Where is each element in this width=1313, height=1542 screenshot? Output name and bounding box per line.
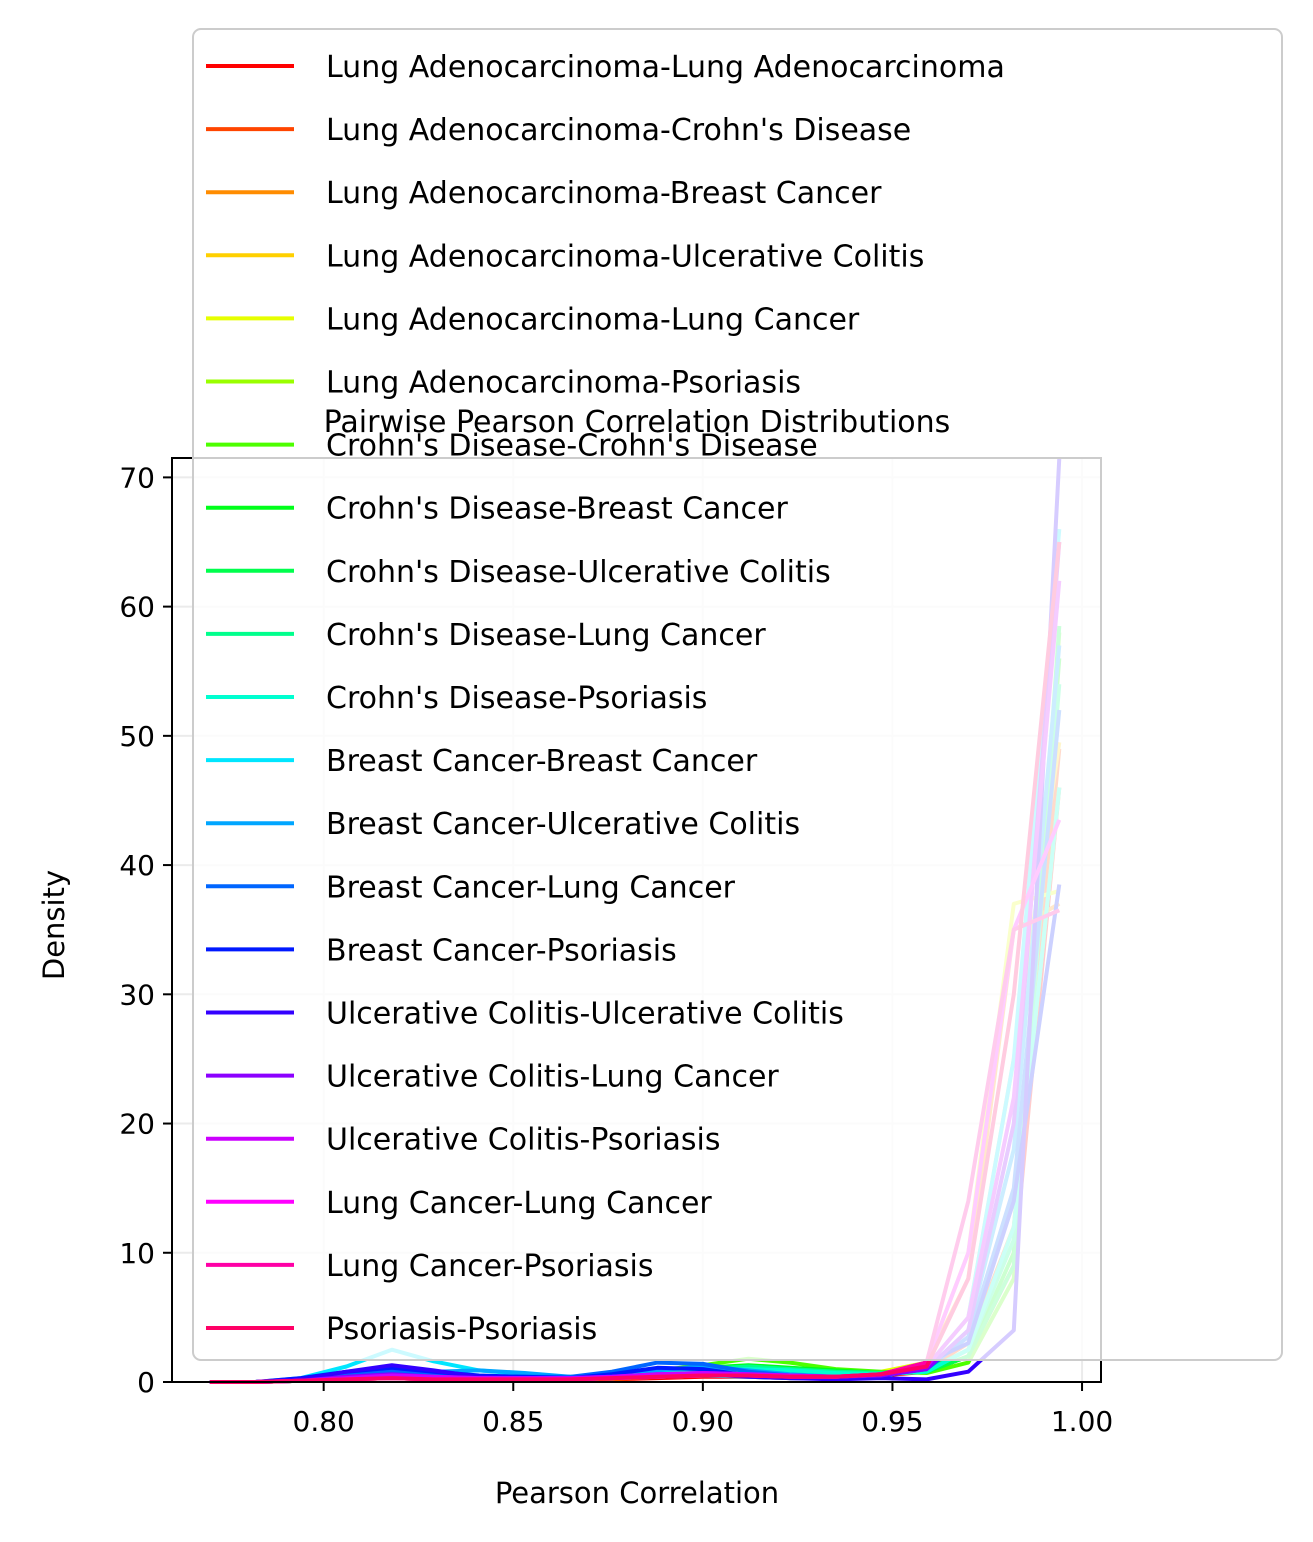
x-tick-label: 0.90 [672, 1405, 734, 1438]
legend-label: Crohn's Disease-Breast Cancer [326, 492, 788, 527]
legend-label: Crohn's Disease-Crohn's Disease [326, 429, 818, 464]
legend-label: Breast Cancer-Lung Cancer [326, 870, 736, 905]
legend-label: Lung Adenocarcinoma-Breast Cancer [326, 176, 882, 211]
legend-label: Breast Cancer-Psoriasis [326, 933, 677, 968]
x-tick-label: 0.85 [482, 1405, 544, 1438]
legend-label: Lung Adenocarcinoma-Psoriasis [326, 366, 801, 401]
chart-title: Pairwise Pearson Correlation Distributio… [324, 405, 951, 440]
legend-label: Breast Cancer-Ulcerative Colitis [326, 807, 800, 842]
y-tick-label: 0 [137, 1366, 155, 1399]
legend-label: Ulcerative Colitis-Psoriasis [326, 1123, 721, 1158]
legend-label: Lung Adenocarcinoma-Lung Adenocarcinoma [326, 50, 1005, 85]
series-lines [209, 457, 1062, 1384]
legend-label: Crohn's Disease-Psoriasis [326, 681, 707, 716]
legend-label: Crohn's Disease-Ulcerative Colitis [326, 555, 831, 590]
y-tick-label: 30 [119, 978, 155, 1011]
y-tick-label: 10 [119, 1237, 155, 1270]
series-line-20 [209, 541, 1062, 1384]
legend-label: Lung Cancer-Psoriasis [326, 1249, 654, 1284]
y-tick-label: 20 [119, 1108, 155, 1141]
y-tick-label: 40 [119, 849, 155, 882]
y-tick-label: 50 [119, 720, 155, 753]
legend: Lung Adenocarcinoma-Lung Adenocarcinoma L… [192, 28, 1283, 1361]
y-tick-label: 70 [119, 461, 155, 494]
axes: 0.80 0.85 0.90 0.95 1.00 0 10 20 30 40 50 60 70 [119, 457, 1113, 1438]
legend-label: Breast Cancer-Breast Cancer [326, 744, 758, 779]
y-tick-label: 60 [119, 591, 155, 624]
x-tick-label: 1.00 [1051, 1405, 1113, 1438]
legend-label: Lung Cancer-Lung Cancer [326, 1186, 712, 1221]
legend-label: Ulcerative Colitis-Ulcerative Colitis [326, 997, 844, 1032]
legend-label: Lung Adenocarcinoma-Lung Cancer [326, 302, 860, 337]
legend-label: Psoriasis-Psoriasis [326, 1312, 597, 1347]
y-axis-label: Density [37, 870, 71, 980]
legend-box [192, 28, 1283, 1361]
legend-label: Lung Adenocarcinoma-Ulcerative Colitis [326, 239, 924, 274]
legend-label: Ulcerative Colitis-Lung Cancer [326, 1060, 779, 1095]
x-tick-label: 0.95 [861, 1405, 923, 1438]
legend-label: Crohn's Disease-Lung Cancer [326, 618, 766, 653]
legend-label: Lung Adenocarcinoma-Crohn's Disease [326, 113, 911, 148]
x-axis-label: Pearson Correlation [495, 1476, 779, 1510]
x-tick-label: 0.80 [293, 1405, 355, 1438]
